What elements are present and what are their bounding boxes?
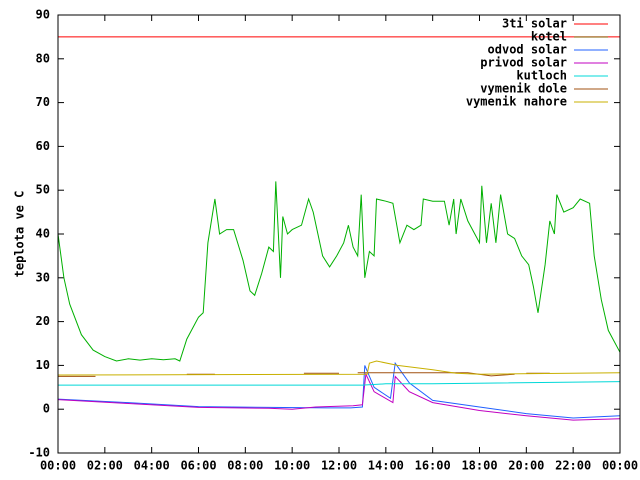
legend-label: 3ti solar bbox=[502, 17, 567, 31]
x-tick-label: 18:00 bbox=[461, 459, 497, 473]
x-tick-label: 00:00 bbox=[40, 459, 76, 473]
x-tick-label: 08:00 bbox=[227, 459, 263, 473]
y-tick-label: 20 bbox=[36, 314, 50, 328]
series-line bbox=[58, 381, 621, 386]
x-tick-label: 12:00 bbox=[321, 459, 357, 473]
x-tick-label: 20:00 bbox=[508, 459, 544, 473]
x-tick-label: 22:00 bbox=[555, 459, 591, 473]
y-tick-label: 40 bbox=[36, 227, 50, 241]
y-tick-label: -10 bbox=[28, 446, 50, 460]
y-tick-label: 0 bbox=[43, 402, 50, 416]
x-tick-label: 00:00 bbox=[602, 459, 638, 473]
y-tick-label: 50 bbox=[36, 183, 50, 197]
legend-label: privod solar bbox=[480, 56, 567, 70]
y-tick-label: 60 bbox=[36, 139, 50, 153]
legend-label: vymenik dole bbox=[480, 82, 567, 96]
x-tick-label: 14:00 bbox=[368, 459, 404, 473]
x-tick-label: 02:00 bbox=[87, 459, 123, 473]
y-tick-label: 90 bbox=[36, 8, 50, 22]
x-tick-label: 16:00 bbox=[415, 459, 451, 473]
y-tick-label: 10 bbox=[36, 358, 50, 372]
legend-label: kotel bbox=[531, 30, 567, 44]
legend-label: odvod solar bbox=[488, 43, 567, 57]
legend-label: vymenik nahore bbox=[466, 95, 567, 109]
y-tick-label: 70 bbox=[36, 95, 50, 109]
series-line bbox=[57, 372, 621, 421]
x-tick-label: 04:00 bbox=[134, 459, 170, 473]
series-line bbox=[57, 360, 621, 376]
series-line bbox=[57, 361, 621, 419]
x-tick-label: 10:00 bbox=[274, 459, 310, 473]
x-tick-label: 06:00 bbox=[180, 459, 216, 473]
legend-label: kutloch bbox=[516, 69, 567, 83]
y-tick-label: 80 bbox=[36, 51, 50, 65]
y-axis-label: teplota ve C bbox=[13, 191, 27, 278]
plot-border bbox=[57, 14, 621, 454]
series-line bbox=[57, 181, 621, 362]
y-tick-label: 30 bbox=[36, 270, 50, 284]
